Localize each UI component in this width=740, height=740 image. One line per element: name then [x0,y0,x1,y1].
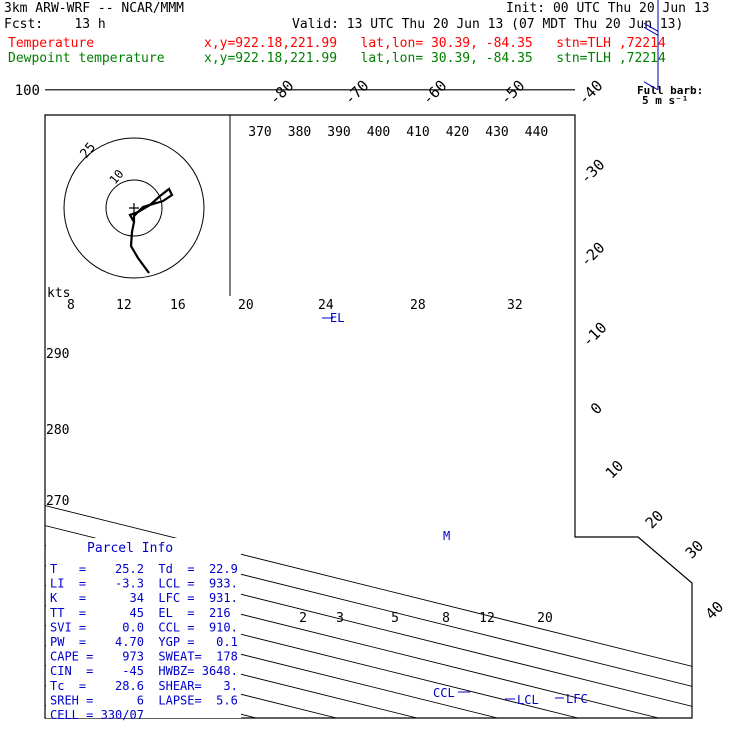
parcel-info-row: T = 25.2 Td = 22.9 [50,562,238,576]
isotherm-label: -80 [266,77,298,109]
wind-barb [643,81,659,91]
theta-label: 270 [46,494,69,509]
parcel-info-row: TT = 45 EL = 216 [50,606,231,620]
isotherm-label: 20 [642,507,668,533]
theta-label: 430 [485,125,508,140]
parcel-info-row: Tc = 28.6 SHEAR= 3. [50,679,238,693]
isotherm-label: -70 [341,77,373,109]
hodograph-ring-label: 10 [107,167,127,187]
forecast-hour: Fcst: 13 h [4,17,106,32]
parcel-info-row: K = 34 LFC = 931. [50,591,238,605]
temperature-legend: Temperature [8,36,95,51]
parcel-info-row: LI = -3.3 LCL = 933. [50,577,238,591]
theta-label: 280 [46,423,69,438]
theta-label: 440 [525,125,548,140]
theta-label: 410 [406,125,429,140]
parcel-info-row: CELL = 330/07 [50,708,144,722]
parcel-info-row: SVI = 0.0 CCL = 910. [50,620,238,634]
lfc-marker: LFC [566,692,588,706]
hodograph-speed-label: 12 [116,298,132,313]
parcel-info-row: PW = 4.70 YGP = 0.1 [50,635,238,649]
mixing-ratio-label: 8 [442,611,450,626]
hodograph-speed-label: 16 [170,298,186,313]
model-title: 3km ARW-WRF -- NCAR/MMM [4,1,185,16]
isotherm-label: 0 [587,399,606,418]
hodograph-speed-label: 8 [67,298,75,313]
init-time: Init: 00 UTC Thu 20 Jun 13 [506,1,710,16]
hodograph-speed-label: 20 [238,298,254,313]
mixing-ratio-label: 2 [299,611,307,626]
isotherm [0,115,15,718]
barb-legend-unit: 5 m s⁻¹ [642,94,688,107]
el-marker: EL [330,311,344,325]
parcel-info-title: Parcel Info [87,541,173,556]
isotherm [45,115,692,718]
parcel-info-row: SREH = 6 LAPSE= 5.6 [50,693,238,707]
parcel-info-row: CIN = -45 HWBZ= 3648. [50,664,238,678]
hodograph-trace [128,187,174,274]
lcl-marker: LCL [517,693,539,707]
hodograph-origin [129,203,139,213]
hodograph-ring-label: 25 [78,140,100,162]
hodograph-speed-label: 28 [410,298,426,313]
hodograph-speed-label: kts [47,286,70,301]
isotherm-label: 40 [702,598,728,624]
isotherm-label: 30 [682,537,708,563]
header: 3km ARW-WRF -- NCAR/MMM Init: 00 UTC Thu… [0,0,740,70]
hodograph-speed-label: 32 [507,298,523,313]
dewpoint-location: x,y=922.18,221.99 lat,lon= 30.39, -84.35… [204,51,666,66]
isotherm-label: 10 [602,457,628,483]
theta-label: 400 [367,125,390,140]
isotherm-label: -60 [419,77,451,109]
isotherm-label: -40 [575,77,607,109]
dewpoint-legend: Dewpoint temperature [8,51,165,66]
isotherm-label: -20 [577,239,609,271]
theta-label: 290 [46,347,69,362]
isotherm-label: -50 [497,77,529,109]
isotherm-label: -10 [579,319,611,351]
mixing-ratio-label: 20 [537,611,553,626]
hodograph-speed-label: 24 [318,298,334,313]
valid-time: Valid: 13 UTC Thu 20 Jun 13 (07 MDT Thu … [292,17,684,32]
temperature-location: x,y=922.18,221.99 lat,lon= 30.39, -84.35… [204,36,666,51]
parcel-info-row: CAPE = 973 SWEAT= 178 [50,650,238,664]
max-marker: M [443,529,450,543]
mixing-ratio-label: 12 [479,611,495,626]
theta-label: 380 [288,125,311,140]
mixing-ratio-label: 5 [391,611,399,626]
mixing-ratio-label: 3 [336,611,344,626]
isotherm [45,115,692,718]
theta-label: 420 [446,125,469,140]
isotherm [45,115,659,718]
theta-label: 390 [327,125,350,140]
ccl-marker: CCL [433,686,455,700]
isotherm-label: -30 [577,156,609,188]
isotherm [45,115,692,718]
hodograph-ring [105,179,163,237]
wind-barb [643,22,659,36]
pressure-label: 100 [15,83,40,99]
parcel-info-box [46,538,241,718]
theta-label: 370 [248,125,271,140]
hodograph-ring [63,137,205,279]
